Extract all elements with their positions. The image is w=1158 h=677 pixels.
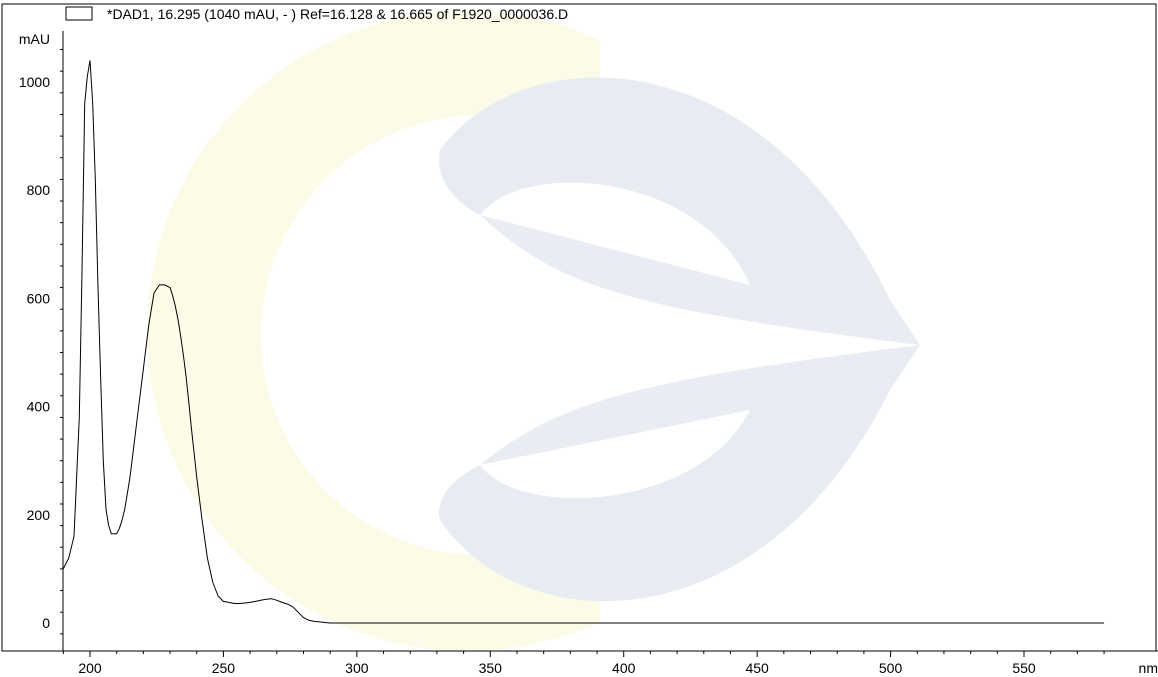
x-tick-label: 400 xyxy=(612,660,636,676)
watermark-lower-arc xyxy=(439,390,890,602)
y-tick-label: 800 xyxy=(27,182,51,198)
y-tick-label: 200 xyxy=(27,507,51,523)
y-tick-label: 600 xyxy=(27,290,51,306)
y-tick-label: 400 xyxy=(27,399,51,415)
chart-marks xyxy=(62,60,1105,624)
y-tick-label: 1000 xyxy=(19,74,50,90)
watermark-upper-arc xyxy=(439,77,890,300)
x-axis-label: nm xyxy=(1139,660,1158,676)
plot-frame xyxy=(1,3,1157,652)
x-tick-label: 500 xyxy=(879,660,903,676)
x-tick-label: 300 xyxy=(345,660,369,676)
y-tick-label: 0 xyxy=(42,615,50,631)
x-tick-label: 550 xyxy=(1012,660,1036,676)
chart-axes: 0 200 400 600 800 1000 mAU 200 250 300 350 400 450 50… xyxy=(1,3,1158,676)
x-tick-label: 450 xyxy=(745,660,769,676)
x-tick-label: 250 xyxy=(212,660,236,676)
watermark-crescent xyxy=(146,10,600,651)
y-axis-label: mAU xyxy=(19,31,50,47)
watermark-logo xyxy=(146,10,920,651)
legend-label: *DAD1, 16.295 (1040 mAU, - ) Ref=16.128 … xyxy=(107,6,568,22)
x-tick-label: 350 xyxy=(479,660,503,676)
series-line-1 xyxy=(62,60,1105,624)
chart-legend: *DAD1, 16.295 (1040 mAU, - ) Ref=16.128 … xyxy=(65,6,568,22)
legend-swatch xyxy=(65,6,93,21)
x-tick-label: 200 xyxy=(78,660,102,676)
watermark-center-band xyxy=(480,215,920,465)
